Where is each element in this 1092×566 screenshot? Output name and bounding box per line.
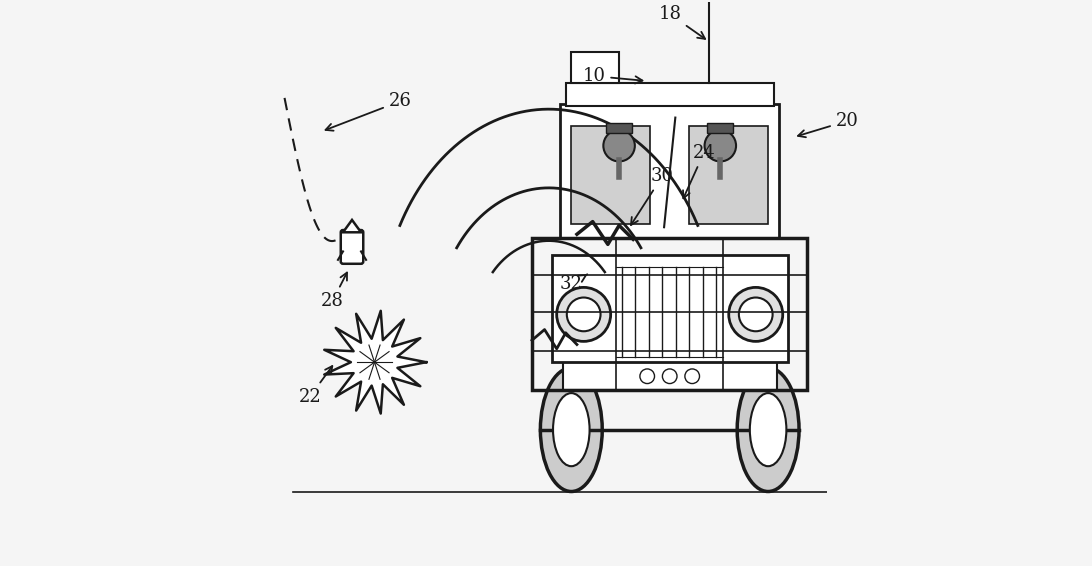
- Circle shape: [557, 288, 610, 341]
- Text: 26: 26: [325, 92, 412, 131]
- Ellipse shape: [553, 393, 590, 466]
- Text: 10: 10: [582, 67, 642, 85]
- Bar: [562, 362, 776, 391]
- Bar: [571, 126, 650, 225]
- Bar: [708, 123, 733, 134]
- Text: 24: 24: [682, 144, 715, 198]
- Text: 30: 30: [631, 167, 674, 225]
- Circle shape: [685, 369, 700, 384]
- Ellipse shape: [750, 393, 786, 466]
- Text: 32: 32: [559, 275, 587, 293]
- Ellipse shape: [541, 368, 602, 491]
- Text: 22: 22: [298, 366, 332, 406]
- Circle shape: [704, 130, 736, 161]
- Bar: [571, 52, 619, 83]
- FancyBboxPatch shape: [341, 230, 364, 264]
- Bar: [606, 123, 632, 134]
- Circle shape: [728, 288, 783, 341]
- Text: 20: 20: [798, 112, 858, 137]
- Circle shape: [663, 369, 677, 384]
- Bar: [551, 255, 787, 362]
- Bar: [566, 83, 774, 106]
- Text: 18: 18: [658, 5, 705, 39]
- Polygon shape: [343, 220, 361, 232]
- Circle shape: [739, 298, 773, 331]
- Bar: [532, 238, 807, 391]
- Text: 28: 28: [321, 273, 347, 310]
- Circle shape: [604, 130, 634, 161]
- Bar: [689, 126, 768, 225]
- Circle shape: [640, 369, 654, 384]
- Bar: [560, 104, 780, 238]
- Polygon shape: [324, 311, 426, 414]
- Ellipse shape: [737, 368, 799, 491]
- Circle shape: [567, 298, 601, 331]
